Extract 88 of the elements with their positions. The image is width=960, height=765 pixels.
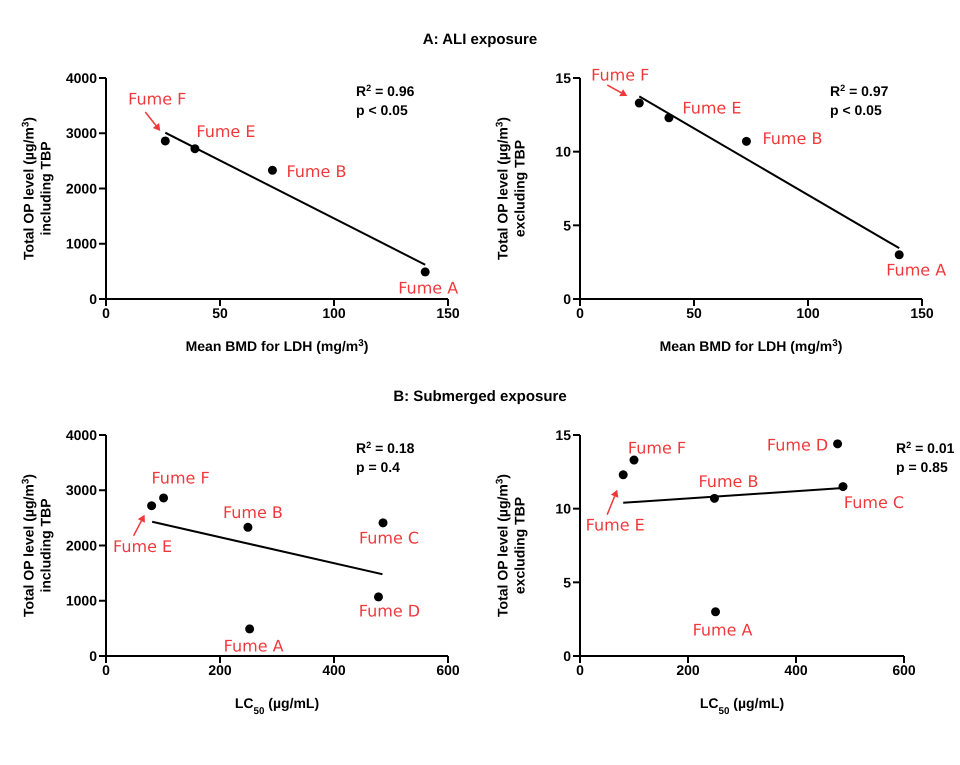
annotation: p < 0.05 [356, 102, 408, 118]
y-tick-label: 1000 [66, 592, 98, 609]
y-tick-label: 1000 [66, 236, 98, 252]
annotation: Fume E [196, 122, 256, 142]
y-tick-label: 0 [563, 290, 572, 307]
point [710, 494, 719, 503]
annotation: p = 0.85 [896, 459, 948, 475]
annotation: R$^{2}$ = 0.18 [356, 440, 415, 456]
x-axis-title: Mean BMD for LDH (mg/m$^{3}$) [660, 338, 842, 354]
point [420, 267, 430, 276]
point [374, 592, 383, 602]
y-tick-label: 3000 [66, 482, 98, 498]
y-tick-label: 10 [555, 144, 572, 160]
annotation: R$^{2}$ = 0.97 [830, 83, 889, 99]
annotation: Fume B [698, 472, 758, 491]
point [630, 456, 638, 465]
y-tick-label: 0 [563, 648, 572, 664]
point [147, 501, 156, 510]
x-tick-label: 400 [784, 662, 808, 678]
annotation: Fume E [113, 537, 172, 556]
annotation: Fume E [682, 98, 742, 118]
annotation: Fume B [762, 128, 822, 148]
y-tick-label: 2000 [66, 537, 98, 554]
point [894, 250, 904, 260]
y-tick-label: 0 [89, 648, 98, 664]
x-axis-title: LC$_{50}$ (µg/mL) [234, 695, 320, 716]
y-tick-label: 2000 [66, 180, 98, 196]
point [618, 470, 628, 480]
annotation: Fume B [286, 162, 346, 181]
x-tick-label: 0 [576, 662, 584, 678]
annotation: Fume F [128, 89, 186, 108]
point [243, 522, 252, 532]
annotation: Fume D [766, 435, 828, 454]
annotation: Fume A [692, 620, 753, 640]
annotation: Fume F [628, 438, 686, 458]
annotation: R$^{2}$ = 0.96 [356, 83, 415, 99]
annotation: Fume A [886, 260, 946, 280]
annotation: Fume A [224, 636, 284, 656]
y-tick-label: 4000 [66, 70, 98, 86]
point [190, 144, 200, 154]
point [268, 166, 277, 175]
x-tick-label: 50 [686, 304, 702, 321]
x-axis-title: Mean BMD for LDH (mg/m$^{3}$) [186, 338, 368, 354]
annotation: Fume A [398, 278, 458, 298]
point [711, 607, 720, 616]
y-tick-label: 5 [563, 574, 572, 590]
point [838, 482, 848, 492]
annotation: Fume E [586, 515, 645, 534]
point [664, 113, 674, 122]
y-tick-label: 15 [555, 70, 572, 86]
x-tick-label: 200 [676, 662, 700, 678]
annotation: Fume C [844, 493, 904, 512]
y-tick-label: 3000 [66, 125, 98, 142]
annotation: Fume B [222, 502, 283, 522]
x-tick-label: 200 [208, 662, 232, 678]
y-tick-label: 15 [555, 426, 572, 443]
y-tick-label: 10 [555, 500, 572, 517]
x-tick-label: 0 [102, 304, 110, 321]
text: B: Submerged exposure [393, 388, 567, 405]
x-tick-label: 100 [796, 304, 820, 321]
point [159, 493, 168, 502]
annotation: Fume D [358, 601, 420, 620]
x-tick-label: 50 [212, 304, 228, 321]
y-tick-label: 5 [563, 217, 572, 234]
x-tick-label: 0 [102, 662, 110, 678]
point [634, 98, 644, 108]
annotation: Fume F [591, 66, 650, 85]
point [742, 136, 751, 146]
point [245, 624, 254, 634]
y-tick-label: 4000 [66, 426, 98, 443]
x-axis-title: LC$_{50}$ (µg/mL) [700, 695, 784, 716]
annotation: p = 0.4 [356, 459, 400, 475]
point [833, 439, 842, 448]
point [160, 136, 170, 146]
x-tick-label: 600 [436, 662, 460, 678]
x-tick-label: 400 [322, 662, 346, 678]
text: A: ALI exposure [422, 31, 538, 48]
annotation: R$^{2}$ = 0.01 [896, 440, 955, 456]
y-tick-label: 0 [89, 290, 98, 307]
x-tick-label: 150 [910, 304, 934, 321]
x-tick-label: 100 [322, 304, 346, 321]
x-tick-label: 0 [576, 304, 584, 321]
annotation: Fume C [358, 528, 420, 548]
x-tick-label: 150 [436, 304, 460, 321]
x-tick-label: 600 [892, 662, 916, 678]
annotation: p < 0.05 [830, 102, 882, 118]
point [378, 518, 388, 528]
annotation: Fume F [151, 468, 210, 488]
